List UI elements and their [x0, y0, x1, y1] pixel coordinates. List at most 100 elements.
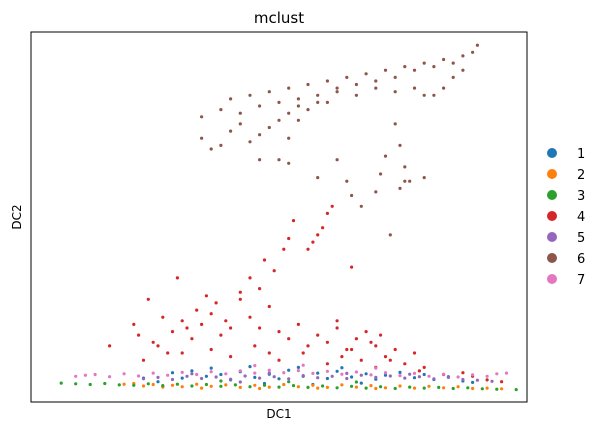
- point-series-6-29: [219, 143, 223, 147]
- point-series-3-26: [437, 385, 441, 389]
- legend-marker-2: [547, 169, 557, 179]
- plot-frame: [30, 31, 528, 403]
- point-series-4-1: [151, 340, 155, 344]
- point-series-7-33: [301, 363, 305, 367]
- point-series-2-20: [398, 384, 402, 388]
- point-series-6-19: [393, 75, 397, 79]
- point-series-3-8: [175, 382, 179, 386]
- point-series-4-6: [200, 322, 204, 326]
- point-series-5-6: [229, 377, 233, 381]
- point-series-7-23: [427, 374, 431, 378]
- point-series-3-25: [422, 386, 426, 390]
- point-series-4-18: [316, 333, 320, 337]
- point-series-5-11: [301, 374, 305, 378]
- point-series-3-16: [291, 384, 296, 388]
- point-series-5-19: [417, 375, 421, 379]
- point-series-6-32: [258, 133, 262, 137]
- point-series-7-18: [354, 370, 358, 374]
- point-series-4-49: [156, 344, 160, 348]
- point-series-2-23: [442, 386, 446, 390]
- point-series-4-64: [485, 378, 489, 382]
- point-series-5-9: [272, 375, 276, 379]
- point-series-7-9: [224, 372, 228, 376]
- point-series-7-2: [122, 372, 126, 376]
- point-series-4-2: [161, 315, 165, 319]
- point-series-4-9: [229, 326, 233, 330]
- point-series-3-15: [277, 385, 281, 389]
- series-7: [74, 363, 509, 379]
- point-series-3-13: [248, 385, 252, 389]
- point-series-2-18: [369, 384, 373, 388]
- point-series-2-9: [238, 385, 242, 389]
- point-series-5-17: [388, 374, 392, 378]
- point-series-1-18: [383, 373, 388, 377]
- point-series-5-3: [185, 374, 189, 378]
- point-series-7-6: [180, 370, 184, 374]
- point-series-7-4: [151, 371, 155, 375]
- point-series-3-14: [262, 383, 267, 387]
- point-series-6-12: [325, 79, 329, 83]
- point-series-4-44: [330, 204, 334, 208]
- legend-label-4: 4: [577, 210, 585, 225]
- point-series-7-5: [166, 373, 170, 377]
- point-series-4-40: [311, 240, 315, 244]
- point-series-4-24: [374, 344, 378, 348]
- point-series-2-5: [180, 385, 184, 389]
- point-series-3-27: [451, 386, 455, 391]
- point-series-3-3: [103, 381, 107, 386]
- point-series-6-20: [403, 65, 407, 69]
- point-series-2-10: [253, 383, 257, 387]
- point-series-4-58: [359, 358, 363, 362]
- points-layer: [59, 43, 518, 392]
- point-series-4-72: [185, 326, 189, 330]
- point-series-6-36: [296, 104, 300, 108]
- point-series-6-22: [422, 61, 426, 65]
- point-series-6-60: [393, 122, 397, 126]
- point-series-4-27: [403, 362, 407, 366]
- point-series-3-34: [354, 380, 358, 384]
- point-series-7-21: [398, 374, 402, 378]
- point-series-1-16: [364, 372, 368, 376]
- point-series-3-28: [466, 386, 470, 390]
- point-series-5-20: [432, 377, 436, 381]
- point-series-6-38: [316, 100, 320, 104]
- point-series-4-67: [146, 297, 150, 301]
- point-series-6-46: [412, 86, 417, 90]
- point-series-6-26: [461, 54, 465, 58]
- point-series-2-16: [340, 383, 344, 387]
- point-series-3-30: [495, 387, 499, 391]
- point-series-7-26: [471, 373, 475, 377]
- point-series-4-16: [296, 322, 300, 326]
- point-series-5-12: [316, 376, 320, 380]
- point-series-7-7: [195, 372, 199, 377]
- point-series-5-5: [214, 375, 218, 379]
- point-series-6-17: [374, 79, 378, 83]
- series-4: [108, 204, 504, 384]
- point-series-6-71: [422, 176, 426, 180]
- point-series-5-25: [190, 372, 194, 376]
- point-series-6-9: [296, 97, 300, 101]
- point-series-6-69: [398, 186, 402, 190]
- point-series-4-34: [325, 362, 329, 366]
- point-series-7-17: [340, 372, 344, 376]
- point-series-4-32: [229, 355, 233, 359]
- point-series-4-23: [364, 330, 368, 334]
- point-series-6-68: [388, 233, 392, 237]
- point-series-4-45: [287, 236, 291, 241]
- point-series-2-7: [209, 384, 213, 388]
- point-series-3-18: [321, 384, 325, 388]
- point-series-7-13: [282, 371, 286, 375]
- point-series-1-26: [156, 380, 160, 384]
- point-series-1-1: [180, 376, 184, 380]
- point-series-7-8: [209, 370, 213, 374]
- point-series-6-13: [335, 86, 339, 90]
- y-axis-label: DC2: [10, 204, 24, 229]
- legend-marker-4: [547, 211, 557, 221]
- point-series-6-39: [248, 140, 252, 144]
- point-series-1-14: [335, 369, 339, 373]
- point-series-2-12: [282, 382, 286, 387]
- point-series-6-43: [354, 93, 358, 97]
- point-series-7-27: [485, 374, 489, 378]
- point-series-5-8: [258, 376, 262, 380]
- legend-marker-5: [547, 232, 557, 242]
